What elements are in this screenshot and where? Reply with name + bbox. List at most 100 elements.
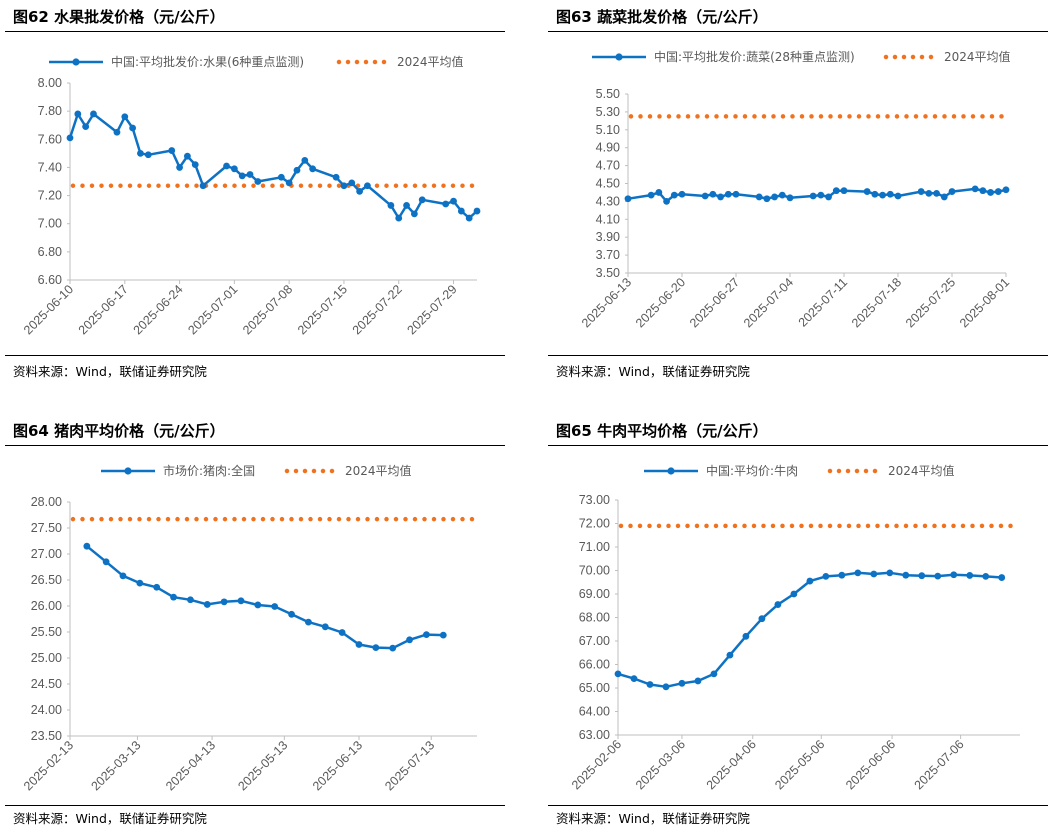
chart-vegetable: 5.50 5.30 5.10 4.90 4.70 4.50 4.30 4.10 3.90 3.70…	[579, 49, 1012, 330]
data-point	[285, 179, 293, 187]
data-point	[223, 162, 230, 170]
x-tick-label: 2025-03-13	[88, 738, 143, 793]
data-point	[271, 603, 279, 610]
data-point	[809, 192, 817, 200]
data-point	[439, 631, 447, 639]
x-tick-label: 2025-05-06	[772, 737, 827, 792]
data-point	[778, 191, 786, 199]
data-point	[630, 675, 638, 682]
data-point	[647, 191, 655, 199]
data-point	[950, 571, 958, 579]
data-point	[655, 189, 663, 196]
data-point	[894, 192, 902, 200]
data-point	[1002, 186, 1010, 194]
y-tick-label: 6.60	[38, 273, 62, 287]
y-tick-label: 5.30	[596, 105, 620, 119]
data-point	[340, 182, 348, 190]
x-tick-label: 2025-07-15	[295, 282, 350, 337]
legend-series-label: 中国:平均批发价:水果(6种重点监测)	[111, 54, 304, 69]
x-tick-label: 2025-07-11	[796, 275, 850, 329]
data-point	[670, 191, 678, 199]
y-tick-label: 26.50	[31, 573, 62, 587]
data-point	[74, 110, 82, 118]
y-tick-label: 4.90	[596, 141, 620, 155]
y-tick-label: 73.00	[579, 493, 610, 507]
data-point	[863, 188, 871, 195]
data-point	[902, 571, 910, 579]
data-point	[387, 202, 395, 209]
source-note: 资料来源：Wind，联储证券研究院	[556, 811, 750, 826]
data-point	[694, 677, 702, 685]
y-tick-label: 68.00	[579, 611, 610, 625]
data-point	[403, 202, 410, 209]
data-point	[136, 579, 144, 587]
y-tick-label: 7.40	[38, 160, 62, 174]
y-tick-label: 4.30	[596, 194, 620, 208]
title-rule	[5, 31, 505, 32]
data-point	[309, 165, 317, 173]
x-tick-label: 2025-07-04	[741, 275, 796, 330]
data-point	[763, 195, 771, 203]
data-point	[230, 165, 238, 173]
y-tick-label: 3.70	[596, 248, 620, 262]
data-point	[113, 128, 121, 136]
data-point	[457, 207, 465, 215]
title-rule	[5, 445, 505, 446]
data-point	[790, 590, 798, 598]
data-point	[305, 618, 312, 626]
chart-title: 图64 猪肉平均价格（元/公斤）	[13, 422, 225, 440]
source-rule	[5, 805, 505, 806]
data-point	[220, 598, 228, 606]
y-tick-label: 7.00	[38, 217, 62, 231]
data-point	[870, 570, 878, 578]
data-point	[724, 190, 732, 198]
y-tick-label: 27.00	[31, 547, 62, 561]
data-point	[663, 198, 670, 205]
data-point	[817, 191, 825, 199]
data-point	[395, 214, 403, 222]
data-point	[646, 681, 654, 688]
data-point	[774, 601, 782, 608]
y-tick-label: 27.50	[31, 521, 62, 535]
data-point	[838, 571, 846, 579]
x-tick-label: 2025-07-29	[405, 282, 460, 337]
data-point	[199, 182, 207, 190]
data-point	[389, 644, 397, 652]
y-tick-label: 25.00	[31, 651, 62, 665]
data-point	[153, 583, 161, 591]
data-point	[423, 631, 430, 638]
data-point	[121, 113, 129, 121]
x-tick-label: 2025-03-06	[633, 737, 688, 792]
data-point	[840, 187, 848, 195]
chart-beef: 73.00 72.00 71.00 70.00 69.00 68.00 67.00 66.00…	[569, 463, 1023, 792]
y-tick-label: 6.80	[38, 245, 62, 259]
x-tick-label: 2025-07-01	[185, 282, 240, 337]
legend-series-marker	[667, 467, 675, 475]
data-point	[364, 182, 371, 190]
data-point	[755, 193, 763, 201]
y-tick-label: 72.00	[579, 517, 610, 531]
title-rule	[548, 445, 1048, 446]
chart-title: 图62 水果批发价格（元/公斤）	[13, 8, 225, 26]
legend-series-marker	[615, 53, 623, 61]
x-tick-label: 2025-06-27	[687, 275, 742, 330]
data-point	[662, 683, 670, 691]
data-point	[742, 632, 750, 640]
data-point	[301, 156, 309, 164]
data-point	[184, 152, 191, 160]
legend-series-marker	[72, 58, 80, 66]
data-point	[473, 207, 481, 215]
x-tick-label: 2025-07-18	[849, 275, 904, 330]
data-point	[886, 569, 894, 577]
y-tick-label: 3.50	[596, 266, 620, 280]
x-tick-label: 2025-08-01	[957, 275, 1012, 330]
x-tick-label: 2025-06-13	[310, 738, 365, 793]
data-point	[90, 110, 97, 118]
data-point	[176, 164, 183, 171]
y-tick-label: 3.90	[596, 230, 620, 244]
data-point	[786, 194, 794, 202]
chart-panel-beef: 图65 牛肉平均价格（元/公斤） 73.00 72.00 71.00 70.00 69.…	[548, 414, 1048, 826]
y-tick-label: 5.50	[596, 87, 620, 101]
x-tick-label: 2025-02-06	[569, 737, 624, 792]
data-point	[321, 623, 329, 631]
